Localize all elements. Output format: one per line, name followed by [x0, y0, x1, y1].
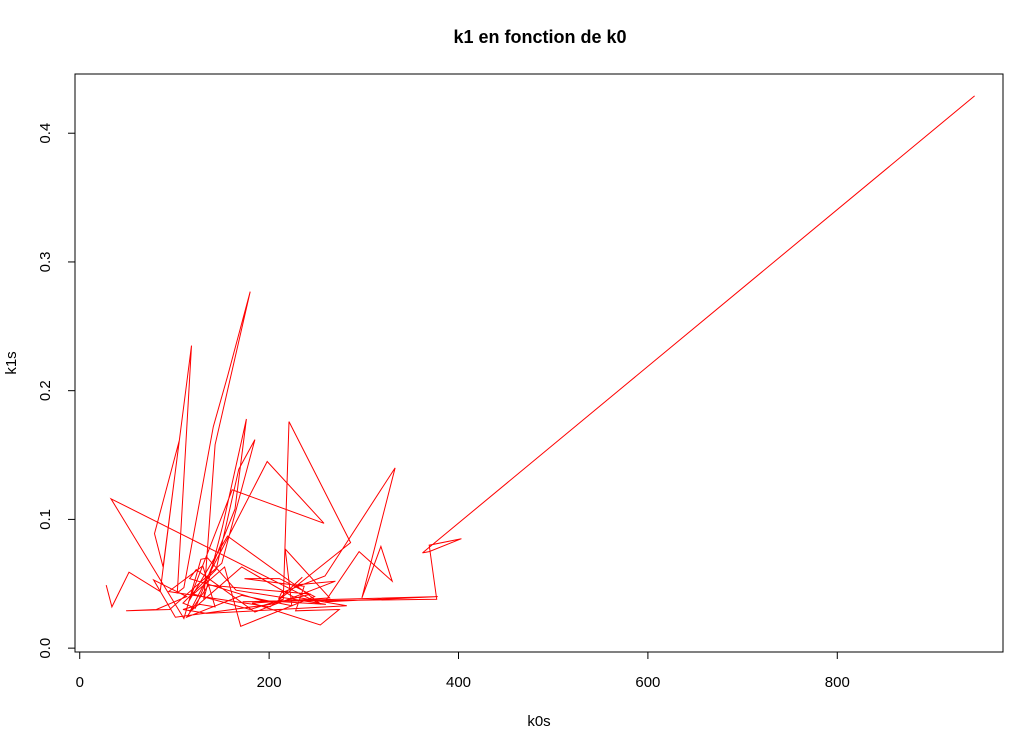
y-tick-label: 0.4: [37, 123, 54, 144]
y-tick-label: 0.2: [37, 380, 54, 401]
x-tick-label: 400: [446, 674, 471, 691]
x-tick-label: 600: [635, 674, 660, 691]
series-layer: [105, 95, 975, 627]
chart-title: k1 en fonction de k0: [453, 27, 626, 47]
x-axis-label: k0s: [527, 713, 550, 730]
x-axis: 0 200 400 600 800: [76, 651, 850, 691]
x-tick-label: 200: [257, 674, 282, 691]
x-tick-label: 0: [76, 674, 84, 691]
y-tick-label: 0.1: [37, 509, 54, 530]
y-axis: 0.0 0.1 0.2 0.3 0.4: [37, 123, 76, 659]
y-axis-label: k1s: [3, 351, 20, 374]
x-tick-label: 800: [825, 674, 850, 691]
series-line-0: [105, 95, 975, 627]
y-tick-label: 0.0: [37, 638, 54, 659]
y-tick-label: 0.3: [37, 252, 54, 273]
